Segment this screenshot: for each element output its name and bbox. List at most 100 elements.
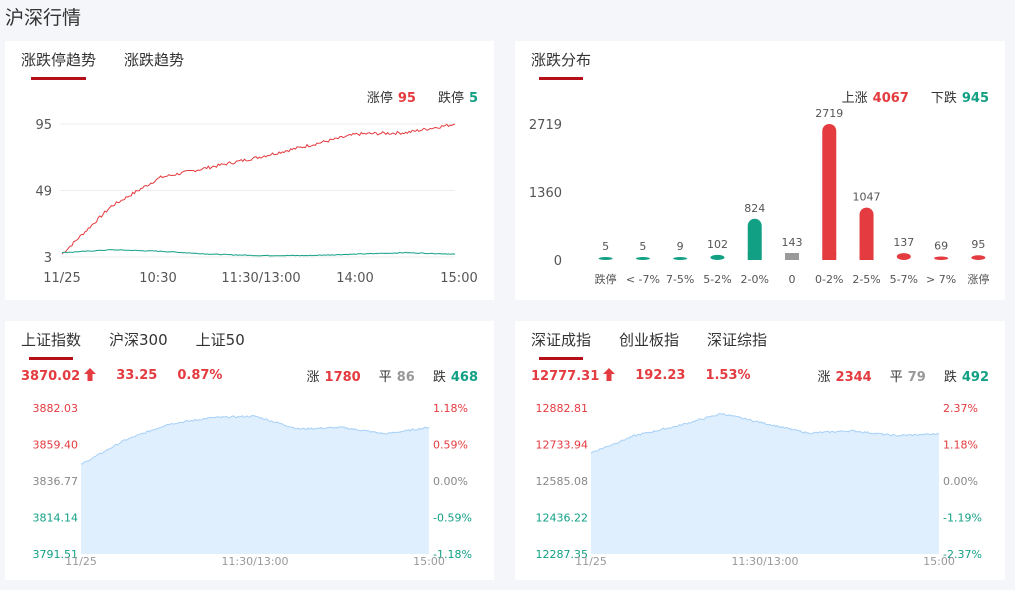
- up-arrow-icon: [84, 367, 97, 381]
- category-label: 7-5%: [666, 273, 694, 286]
- limit-down-series-line: [61, 249, 456, 257]
- tab-csi300[interactable]: 沪深300: [109, 331, 168, 349]
- bar-4: [747, 218, 762, 260]
- y-left-tick-label: 3882.03: [33, 402, 79, 415]
- category-label: 跌停: [595, 272, 617, 286]
- sh-pct: 0.87%: [177, 368, 223, 383]
- x-tick-label: 14:00: [336, 271, 373, 286]
- bar-3: [710, 254, 725, 260]
- category-label: < -7%: [626, 273, 660, 286]
- y-right-tick-label: 1.18%: [943, 439, 978, 452]
- bar-value-label: 1047: [853, 191, 881, 204]
- sz-price: 12777.31: [531, 367, 616, 384]
- distribution-tabs: 涨跌分布: [531, 49, 591, 80]
- limit-down-count: 跌停 5: [437, 91, 478, 106]
- sh-flat-count: 平 86: [378, 370, 415, 385]
- sz-index-card: 深证成指 创业板指 深证综指 12777.31 192.23 1.53% 涨 23…: [515, 321, 1005, 580]
- sz-pct: 1.53%: [705, 368, 751, 383]
- bar-value-label: 143: [782, 236, 803, 249]
- sh-index-card: 上证指数 沪深300 上证50 3870.02 33.25 0.87% 涨 178…: [5, 321, 494, 580]
- x-tick-label: 11/25: [43, 271, 80, 286]
- x-tick-label: 11/25: [575, 555, 607, 568]
- limit-counts: 涨停 95 跌停 5: [367, 87, 478, 106]
- limit-up-count: 涨停 95: [366, 91, 416, 106]
- bar-base-6: [822, 253, 837, 260]
- sz-flat-count: 平 79: [889, 370, 926, 385]
- x-tick-label: 11:30/13:00: [221, 271, 300, 286]
- up-arrow-icon: [603, 367, 616, 381]
- sh-up-count: 涨 1780: [306, 370, 361, 385]
- category-label: 5-7%: [890, 273, 918, 286]
- bar-value-label: 9: [677, 240, 684, 253]
- tab-sse-composite[interactable]: 上证指数: [21, 329, 81, 360]
- tab-rise-fall-trend[interactable]: 涨跌趋势: [124, 51, 185, 69]
- bar-0: [598, 257, 613, 260]
- limit-trend-tabs: 涨跌停趋势 涨跌趋势: [21, 49, 184, 80]
- category-label: 5-2%: [703, 273, 731, 286]
- category-label: 0-2%: [815, 273, 843, 286]
- y-tick-label: 2719: [529, 118, 562, 133]
- bar-base-7: [859, 253, 874, 260]
- limit-trend-card: 涨跌停趋势 涨跌趋势 涨停 95 跌停 5 95 49 3 11/25 10:30 11:30…: [5, 41, 494, 300]
- bar-6: [822, 124, 837, 260]
- x-tick-label: 11:30/13:00: [731, 555, 798, 568]
- tab-sse50[interactable]: 上证50: [195, 331, 245, 349]
- sh-index-tabs: 上证指数 沪深300 上证50: [21, 329, 245, 360]
- bar-7: [859, 207, 874, 260]
- limit-up-series-line: [61, 123, 456, 255]
- fall-count: 下跌 945: [930, 91, 989, 106]
- bar-value-label: 2719: [815, 107, 843, 120]
- rise-count: 上涨 4067: [841, 91, 909, 106]
- bar-value-label: 69: [934, 240, 948, 253]
- bar-value-label: 5: [639, 240, 646, 253]
- limit-trend-chart: 95 49 3 11/25 10:30 11:30/13:00 14:00 15:00: [35, 118, 477, 286]
- bar-base-4: [747, 253, 762, 260]
- bar-value-label: 95: [971, 238, 985, 251]
- x-tick-label: 15:00: [440, 271, 477, 286]
- index-area: [591, 413, 939, 554]
- rise-fall-counts: 上涨 4067 下跌 945: [842, 87, 989, 106]
- y-left-tick-label: 12882.81: [536, 402, 589, 415]
- y-left-tick-label: 3859.40: [33, 439, 79, 452]
- category-label: 2-0%: [741, 273, 769, 286]
- sh-price: 3870.02: [21, 367, 97, 384]
- page-title: 沪深行情: [5, 7, 82, 29]
- index-line: [80, 415, 430, 465]
- y-tick-label: 3: [44, 251, 52, 266]
- y-right-tick-label: 2.37%: [943, 402, 978, 415]
- distribution-card: 涨跌分布 上涨 4067 下跌 945 2719 1360 0 5 跌停 5 < -7% 9 7-5…: [515, 41, 1005, 300]
- category-label: 0: [789, 273, 796, 286]
- index-area: [81, 415, 429, 554]
- tab-distribution[interactable]: 涨跌分布: [531, 49, 591, 80]
- sz-change: 192.23: [635, 368, 686, 383]
- bar-2: [673, 257, 688, 260]
- tab-chinext[interactable]: 创业板指: [619, 331, 680, 349]
- sz-down-count: 跌 492: [943, 370, 989, 385]
- y-right-tick-label: 0.00%: [433, 475, 468, 488]
- y-left-tick-label: 12436.22: [536, 512, 589, 525]
- y-right-tick-label: 0.59%: [433, 439, 468, 452]
- index-line: [590, 413, 940, 454]
- y-left-tick-label: 12585.08: [536, 475, 589, 488]
- sz-up-count: 涨 2344: [817, 370, 872, 385]
- y-tick-label: 0: [554, 254, 562, 269]
- sh-change: 33.25: [116, 368, 158, 383]
- sh-down-count: 跌 468: [432, 370, 478, 385]
- bar-9: [934, 256, 949, 260]
- x-tick-label: 15:00: [413, 555, 445, 568]
- sz-index-chart: 12882.81 12733.94 12585.08 12436.22 12287.35…: [536, 402, 982, 568]
- y-right-tick-label: 1.18%: [433, 402, 468, 415]
- category-label: > 7%: [926, 273, 956, 286]
- bar-value-label: 102: [707, 238, 728, 251]
- y-tick-label: 49: [35, 185, 52, 200]
- distribution-chart: 2719 1360 0 5 跌停 5 < -7% 9 7-5% 102 5-2% 824 2-0% 143…: [529, 107, 989, 286]
- bar-10: [971, 255, 986, 260]
- tab-szse-component[interactable]: 深证成指: [531, 329, 591, 360]
- y-left-tick-label: 3791.51: [33, 548, 79, 561]
- tab-szse-composite[interactable]: 深证综指: [707, 331, 768, 349]
- category-label: 2-5%: [852, 273, 880, 286]
- x-tick-label: 10:30: [139, 271, 176, 286]
- y-tick-label: 1360: [529, 186, 562, 201]
- x-tick-label: 11:30/13:00: [221, 555, 288, 568]
- tab-limit-trend[interactable]: 涨跌停趋势: [21, 49, 96, 80]
